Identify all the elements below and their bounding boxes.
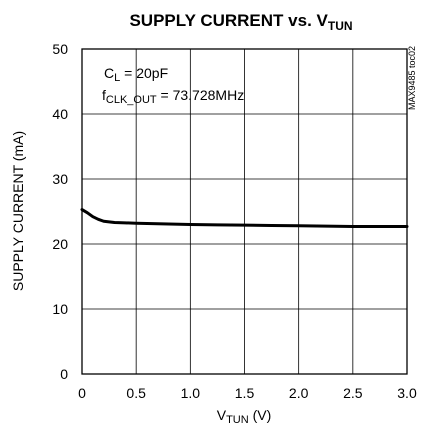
x-tick-labels: 0 0.5 1.0 1.5 2.0 2.5 3.0	[78, 385, 417, 401]
x-axis-label-suffix: (V)	[249, 407, 272, 423]
series-line-0	[80, 208, 409, 228]
x-tick-label: 2.0	[289, 385, 309, 401]
y-axis-label: SUPPLY CURRENT (mA)	[10, 131, 26, 291]
y-tick-label: 50	[52, 41, 68, 57]
annotation-fclk-main: f	[102, 87, 106, 103]
x-tick-label: 0.5	[126, 385, 146, 401]
annotation-cl-rest: = 20pF	[120, 65, 168, 81]
y-tick-label: 0	[60, 366, 68, 382]
annotation-fclk-sub: CLK_OUT	[106, 94, 157, 106]
x-tick-label: 0	[78, 385, 86, 401]
x-tick-label: 2.5	[343, 385, 363, 401]
y-tick-labels: 0 10 20 30 40 50	[52, 41, 68, 382]
grid	[82, 49, 407, 374]
x-tick-label: 1.0	[181, 385, 201, 401]
x-tick-label: 3.0	[397, 385, 417, 401]
y-tick-label: 10	[52, 301, 68, 317]
figure-code: MAX9485 toc02	[407, 46, 417, 110]
y-tick-label: 40	[52, 106, 68, 122]
series-group	[80, 208, 409, 228]
chart-title-sub: TUN	[328, 19, 353, 33]
y-tick-label: 30	[52, 171, 68, 187]
x-axis-label-sub: TUN	[226, 414, 249, 426]
chart-title: SUPPLY CURRENT vs. VTUN	[129, 11, 352, 33]
annotation-fclk-rest: = 73.728MHz	[157, 87, 245, 103]
x-tick-label: 1.5	[235, 385, 255, 401]
plot-frame	[81, 48, 408, 375]
y-tick-label: 20	[52, 236, 68, 252]
x-axis-label-main: V	[217, 407, 227, 423]
chart-title-main: SUPPLY CURRENT vs. V	[129, 11, 328, 30]
annotation-fclk: fCLK_OUT = 73.728MHz	[102, 87, 244, 106]
annotation-cl: CL = 20pF	[104, 65, 168, 84]
annotation-cl-main: C	[104, 65, 114, 81]
x-axis-label: VTUN (V)	[217, 407, 272, 426]
annotation-cl-sub: L	[114, 72, 120, 84]
